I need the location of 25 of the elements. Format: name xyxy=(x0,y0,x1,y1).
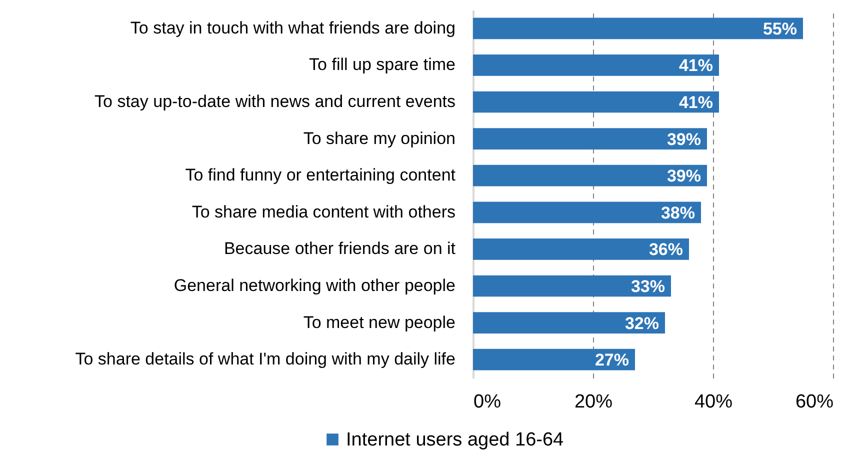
data-label: 41% xyxy=(678,56,713,76)
y-tick-label: To stay up-to-date with news and current events xyxy=(94,92,456,111)
y-tick-label: To share media content with others xyxy=(192,202,456,222)
data-label: 27% xyxy=(594,350,629,370)
x-tick-label: 0% xyxy=(474,392,502,412)
data-label: 36% xyxy=(648,240,683,260)
data-label: 32% xyxy=(624,314,659,333)
y-tick-label: Because other friends are on it xyxy=(224,239,456,258)
y-tick-label: To share my opinion xyxy=(303,128,456,148)
y-tick-label: To fill up spare time xyxy=(309,55,456,74)
y-tick-label: To find funny or entertaining content xyxy=(185,166,456,185)
data-label: 39% xyxy=(666,130,701,149)
x-tick-label: 20% xyxy=(574,392,613,412)
legend-label: Internet users aged 16-64 xyxy=(346,430,564,450)
data-label: 38% xyxy=(660,203,695,222)
y-tick-label: To meet new people xyxy=(303,312,456,332)
data-label: 41% xyxy=(678,93,713,112)
x-tick-label: 40% xyxy=(694,392,733,412)
data-label: 39% xyxy=(666,166,701,186)
y-tick-label: To share details of what I'm doing with my daily life xyxy=(75,350,456,369)
y-tick-label: To stay in touch with what friends are doing xyxy=(130,18,456,38)
data-label: 33% xyxy=(630,277,665,296)
data-label: 55% xyxy=(762,19,797,38)
y-tick-label: General networking with other people xyxy=(174,276,456,295)
x-tick-label: 60% xyxy=(795,392,834,412)
